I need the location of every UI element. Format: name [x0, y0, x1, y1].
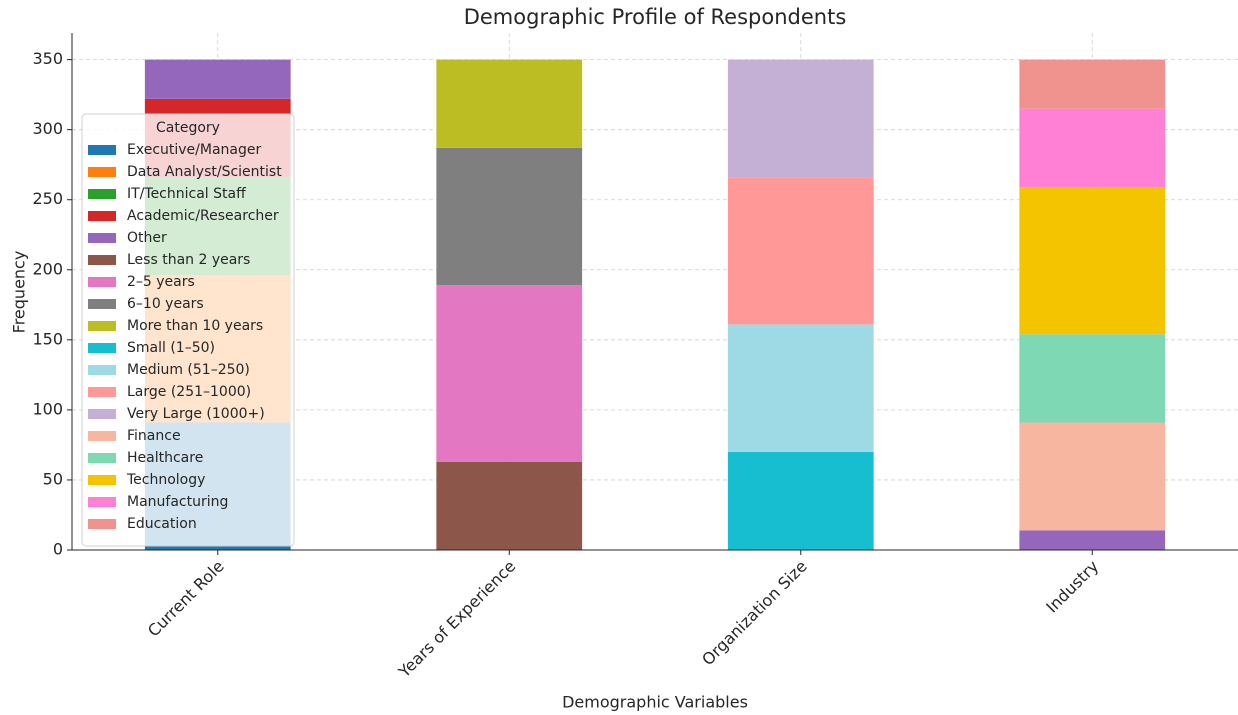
legend-swatch — [88, 255, 116, 265]
legend-box — [81, 113, 295, 547]
bar-segment — [144, 59, 291, 99]
bar-segment — [1019, 530, 1166, 550]
legend-swatch — [88, 387, 116, 397]
legend-swatch — [88, 189, 116, 199]
legend: Category Executive/Manager Data Analyst/Sc… — [81, 113, 295, 547]
x-tick-label: Organization Size — [698, 557, 811, 670]
bar-segment — [727, 451, 874, 550]
legend-swatch — [88, 365, 116, 375]
legend-label: Less than 2 years — [127, 252, 250, 268]
legend-label: Very Large (1000+) — [127, 406, 265, 422]
x-axis-label: Demographic Variables — [562, 693, 748, 712]
y-axis-label: Frequency — [10, 251, 29, 334]
legend-swatch — [88, 497, 116, 507]
legend-label: Medium (51–250) — [127, 362, 250, 378]
bar-segment — [436, 285, 583, 462]
bar-segment — [1019, 187, 1166, 335]
chart-title: Demographic Profile of Respondents — [464, 5, 847, 29]
bar-segment — [727, 324, 874, 452]
legend-swatch — [88, 277, 116, 287]
legend-label: Academic/Researcher — [127, 208, 279, 224]
legend-label: Large (251–1000) — [127, 384, 251, 400]
legend-title: Category — [156, 120, 220, 136]
legend-label: More than 10 years — [127, 318, 263, 334]
legend-swatch — [88, 409, 116, 419]
bar-segment — [1019, 59, 1166, 109]
y-tick-label: 200 — [32, 259, 63, 278]
legend-label: Education — [127, 516, 197, 532]
legend-swatch — [88, 519, 116, 529]
y-tick-label: 350 — [32, 49, 63, 68]
legend-swatch — [88, 145, 116, 155]
legend-label: Finance — [127, 428, 181, 444]
bar-segment — [727, 177, 874, 325]
legend-label: 6–10 years — [127, 296, 204, 312]
legend-label: Executive/Manager — [127, 142, 261, 158]
legend-label: 2–5 years — [127, 274, 195, 290]
x-tick-label: Industry — [1042, 557, 1102, 617]
legend-swatch — [88, 299, 116, 309]
legend-label: Small (1–50) — [127, 340, 215, 356]
bar-segment — [436, 147, 583, 286]
legend-label: IT/Technical Staff — [127, 186, 246, 202]
x-tick-label: Current Role — [144, 557, 228, 641]
legend-label: Other — [127, 230, 167, 246]
bar-segment — [1019, 422, 1166, 531]
bar-segment — [1019, 334, 1166, 423]
y-tick-label: 250 — [32, 189, 63, 208]
y-tick-label: 100 — [32, 399, 63, 418]
legend-label: Technology — [126, 472, 205, 488]
bar-segment — [436, 59, 583, 148]
bar-segment — [727, 59, 874, 178]
legend-swatch — [88, 431, 116, 441]
legend-swatch — [88, 475, 116, 485]
legend-label: Manufacturing — [127, 494, 228, 510]
legend-swatch — [88, 211, 116, 221]
legend-label: Data Analyst/Scientist — [127, 164, 282, 180]
legend-label: Healthcare — [127, 450, 203, 466]
legend-swatch — [88, 453, 116, 463]
bar-segment — [436, 461, 583, 550]
x-tick-label: Years of Experience — [394, 557, 519, 682]
legend-swatch — [88, 233, 116, 243]
bar-segment — [1019, 108, 1166, 188]
y-tick-label: 50 — [43, 469, 63, 488]
bars — [144, 59, 1166, 550]
y-tick-label: 0 — [53, 540, 63, 559]
legend-swatch — [88, 343, 116, 353]
y-tick-label: 150 — [32, 329, 63, 348]
legend-swatch — [88, 321, 116, 331]
y-tick-label: 300 — [32, 119, 63, 138]
legend-swatch — [88, 167, 116, 177]
